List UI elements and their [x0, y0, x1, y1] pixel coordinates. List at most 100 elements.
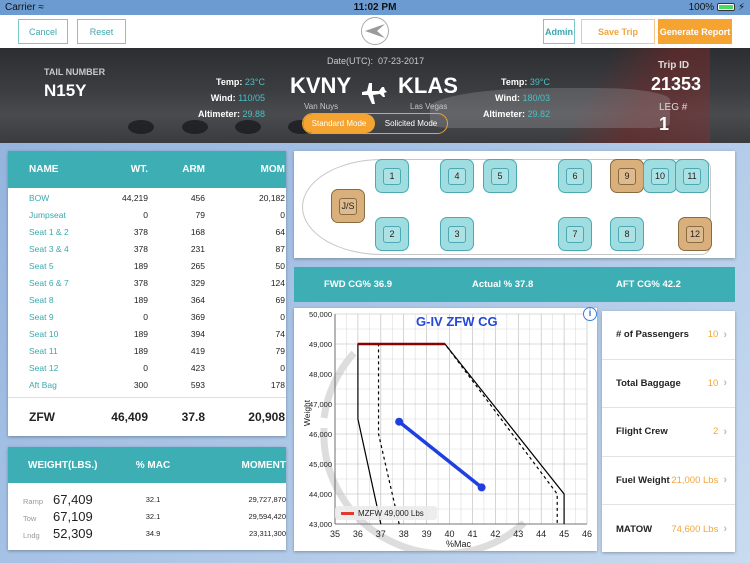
- seat-1[interactable]: 1: [375, 159, 409, 193]
- seat-label: 6: [566, 167, 584, 185]
- svg-text:43,000: 43,000: [309, 520, 332, 529]
- destination-temp: 39°C: [529, 77, 550, 87]
- list-item-fuel-weight[interactable]: Fuel Weight 21,000 Lbs ›: [602, 457, 735, 505]
- seat-2[interactable]: 2: [375, 217, 409, 251]
- row-name[interactable]: BOW: [29, 192, 50, 203]
- svg-text:44,000: 44,000: [309, 490, 332, 499]
- seat-js[interactable]: J/S: [331, 189, 365, 223]
- leg-number: 1: [659, 114, 670, 134]
- seat-10[interactable]: 10: [643, 159, 677, 193]
- table-row[interactable]: Seat 8 189 364 69: [8, 291, 286, 308]
- row-moment: 69: [275, 294, 285, 305]
- seat-label: 2: [383, 225, 401, 243]
- seat-6[interactable]: 6: [558, 159, 592, 193]
- list-item-total-baggage[interactable]: Total Baggage 10 ›: [602, 360, 735, 408]
- table-row[interactable]: Seat 1 & 2 378 168 64: [8, 223, 286, 240]
- seat-map: J/S 1 2 3 4 5 6 7 8 9 10 11 12: [294, 151, 735, 258]
- svg-text:49,000: 49,000: [309, 340, 332, 349]
- origin-temp: 23°C: [244, 77, 265, 87]
- leg-label: LEG #: [659, 102, 688, 113]
- list-item-of-passengers[interactable]: # of Passengers 10 ›: [602, 311, 735, 360]
- table-row[interactable]: Seat 5 189 265 50: [8, 257, 286, 274]
- table-row[interactable]: Seat 6 & 7 378 329 124: [8, 274, 286, 291]
- info-icon[interactable]: i: [583, 307, 597, 321]
- svg-text:37: 37: [376, 529, 386, 539]
- svg-text:38: 38: [399, 529, 409, 539]
- aircraft-logo-icon: [361, 17, 389, 45]
- table-row[interactable]: Seat 9 0 369 0: [8, 308, 286, 325]
- row-name[interactable]: Seat 5: [29, 260, 54, 271]
- destination-altimeter: 29.82: [527, 109, 550, 119]
- list-item-matow[interactable]: MATOW 74,600 Lbs ›: [602, 505, 735, 554]
- solicited-mode-button[interactable]: Solicited Mode: [384, 119, 438, 128]
- aircraft-window: [128, 120, 154, 134]
- table-row[interactable]: Seat 12 0 423 0: [8, 359, 286, 376]
- row-arm: 329: [190, 277, 205, 288]
- summary-row: Tow 67,109 32.1 29,594,420: [8, 508, 286, 525]
- seat-5[interactable]: 5: [483, 159, 517, 193]
- tail-number: N15Y: [44, 81, 87, 100]
- row-weight: 300: [133, 379, 148, 390]
- trip-header: TAIL NUMBER N15Y Temp: 23°C Wind: 110/05…: [0, 48, 750, 143]
- row-name[interactable]: Seat 1 & 2: [29, 226, 69, 237]
- cancel-button[interactable]: Cancel: [18, 19, 68, 44]
- table-row[interactable]: BOW 44,219 456 20,182: [8, 189, 286, 206]
- status-bar: Carrier ≈ 11:02 PM 100% ⚡: [0, 0, 750, 15]
- table-row[interactable]: Seat 3 & 4 378 231 87: [8, 240, 286, 257]
- row-name[interactable]: Seat 8: [29, 294, 54, 305]
- seat-3[interactable]: 3: [440, 217, 474, 251]
- row-moment: 0: [280, 362, 285, 373]
- wifi-icon: ≈: [38, 2, 44, 13]
- row-moment: 0: [280, 209, 285, 220]
- aircraft-window: [182, 120, 208, 134]
- origin-city: Van Nuys: [304, 102, 339, 111]
- item-label: # of Passengers: [616, 329, 689, 341]
- standard-mode-button[interactable]: Standard Mode: [303, 114, 375, 133]
- table-row[interactable]: Aft Bag 300 593 178: [8, 376, 286, 393]
- summary-row: Ramp 67,409 32.1 29,727,870: [8, 491, 286, 508]
- seat-7[interactable]: 7: [558, 217, 592, 251]
- origin-altimeter: 29.88: [242, 109, 265, 119]
- table-row[interactable]: Jumpseat 0 79 0: [8, 206, 286, 223]
- row-name[interactable]: Seat 11: [29, 345, 58, 356]
- row-name[interactable]: Seat 12: [29, 362, 59, 373]
- row-arm: 423: [190, 362, 205, 373]
- save-trip-button[interactable]: Save Trip: [581, 19, 655, 44]
- seat-9[interactable]: 9: [610, 159, 644, 193]
- svg-text:46: 46: [582, 529, 592, 539]
- row-name[interactable]: Seat 3 & 4: [29, 243, 69, 254]
- mode-toggle[interactable]: Standard Mode Solicited Mode: [302, 113, 448, 134]
- row-name[interactable]: Seat 6 & 7: [29, 277, 69, 288]
- table-row[interactable]: Seat 11 189 419 79: [8, 342, 286, 359]
- table-row[interactable]: Seat 10 189 394 74: [8, 325, 286, 342]
- row-name[interactable]: Aft Bag: [29, 379, 57, 390]
- row-name[interactable]: Seat 9: [29, 311, 54, 322]
- actual-cg: Actual % 37.8: [472, 279, 534, 290]
- row-arm: 364: [190, 294, 205, 305]
- destination-airport-code: KLAS: [398, 73, 458, 98]
- seat-4[interactable]: 4: [440, 159, 474, 193]
- svg-text:39: 39: [422, 529, 432, 539]
- row-weight: 189: [133, 294, 148, 305]
- row-name[interactable]: Seat 10: [29, 328, 59, 339]
- cg-envelope-plot: 35 36 37 38 39 40 41 42 43 44 45 46 50,000 49,000 48,0…: [309, 310, 592, 558]
- x-axis-label: %Mac: [446, 539, 472, 549]
- row-weight: 378: [133, 277, 148, 288]
- row-weight: 52,309: [53, 525, 93, 541]
- row-name[interactable]: Jumpseat: [29, 209, 66, 220]
- generate-report-button[interactable]: Generate Report: [658, 19, 732, 44]
- row-weight: 67,109: [53, 508, 93, 524]
- seat-12[interactable]: 12: [678, 217, 712, 251]
- header-arm: ARM: [182, 164, 205, 175]
- item-value: 2: [713, 426, 719, 438]
- svg-text:40: 40: [445, 529, 455, 539]
- seat-11[interactable]: 11: [675, 159, 709, 193]
- seat-8[interactable]: 8: [610, 217, 644, 251]
- reset-button[interactable]: Reset: [77, 19, 126, 44]
- row-moment: 29,594,420: [248, 512, 286, 521]
- row-moment: 74: [275, 328, 285, 339]
- fwd-cg: FWD CG% 36.9: [324, 279, 393, 290]
- admin-button[interactable]: Admin: [543, 19, 575, 44]
- row-weight: 189: [133, 328, 148, 339]
- list-item-flight-crew[interactable]: Flight Crew 2 ›: [602, 408, 735, 457]
